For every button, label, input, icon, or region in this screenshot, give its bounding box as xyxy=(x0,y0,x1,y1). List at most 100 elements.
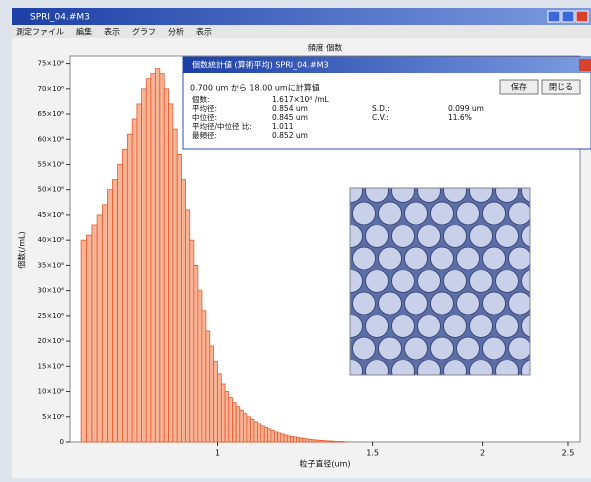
stat-value: 0.854 um xyxy=(272,104,308,113)
bar xyxy=(127,134,132,442)
y-tick-label: 40×10⁶ xyxy=(38,236,65,244)
y-tick-label: 15×10⁶ xyxy=(38,362,65,370)
bar xyxy=(146,79,151,442)
chart-title: 頻度 個数 xyxy=(308,43,343,53)
stat-label: 個数: xyxy=(192,94,210,104)
bar xyxy=(198,291,202,442)
button-label[interactable]: 閉じる xyxy=(549,83,573,92)
bar xyxy=(210,346,214,442)
bar xyxy=(303,438,306,442)
bar xyxy=(268,429,271,442)
bar xyxy=(92,225,97,442)
title-bar xyxy=(12,8,591,25)
bar xyxy=(173,129,177,442)
y-tick-label: 70×10⁶ xyxy=(38,85,65,93)
menu-item[interactable]: 編集 xyxy=(76,27,92,37)
stat-value: 0.852 um xyxy=(272,131,308,140)
stat-label: C.V.: xyxy=(372,113,389,122)
x-tick-label: 1.5 xyxy=(366,449,379,458)
bar xyxy=(118,164,123,442)
menu-item[interactable]: グラフ xyxy=(132,27,156,37)
bar xyxy=(329,441,332,442)
bar xyxy=(169,104,173,442)
bar xyxy=(164,89,168,442)
bar xyxy=(97,215,102,442)
y-tick-label: 0 xyxy=(60,438,64,446)
x-tick-label: 2.5 xyxy=(562,449,575,458)
y-tick-label: 60×10⁶ xyxy=(38,135,65,143)
stat-value: 1.011 xyxy=(272,122,294,131)
bar xyxy=(81,240,86,442)
x-axis-label: 粒子直径(um) xyxy=(299,459,350,469)
y-tick-label: 50×10⁶ xyxy=(38,186,65,194)
bar xyxy=(214,361,218,442)
bar xyxy=(271,430,274,442)
minimize[interactable] xyxy=(548,11,560,22)
bar xyxy=(321,440,324,442)
bar xyxy=(338,441,341,442)
y-tick-label: 30×10⁶ xyxy=(38,287,65,295)
bar xyxy=(315,440,318,442)
bar xyxy=(281,434,284,442)
y-tick-label: 20×10⁶ xyxy=(38,337,65,345)
bar xyxy=(151,74,156,442)
bar xyxy=(254,422,257,442)
range-text: 0.700 um から 18.00 umに計算値 xyxy=(190,83,320,93)
bar xyxy=(233,403,237,442)
y-tick-label: 65×10⁶ xyxy=(38,110,65,118)
bar xyxy=(113,180,118,442)
dialog-title: 個数統計値 (算術平均) SPRI_04.#M3 xyxy=(192,60,329,70)
bar xyxy=(261,426,264,442)
close[interactable] xyxy=(576,11,588,22)
menu-item[interactable]: 表示 xyxy=(104,27,120,37)
bar xyxy=(181,180,185,442)
stat-value: 11.6% xyxy=(448,113,472,122)
stat-value: 1.617×10⁸ /mL xyxy=(272,95,330,104)
micrograph xyxy=(350,188,530,375)
bar xyxy=(297,437,300,442)
maximize[interactable] xyxy=(562,11,574,22)
stat-label: 最頻径: xyxy=(192,130,217,140)
bar xyxy=(177,154,181,442)
bar xyxy=(335,441,338,442)
bar xyxy=(225,392,229,442)
bar xyxy=(294,437,297,442)
dialog-close[interactable] xyxy=(579,59,591,71)
menu-item[interactable]: 測定ファイル xyxy=(16,27,64,37)
button-label[interactable]: 保存 xyxy=(511,82,527,92)
stat-label: 平均径/中位径 比: xyxy=(192,121,252,131)
bar xyxy=(229,398,233,442)
screen: SPRI_04.#M3 測定ファイル 編集 表示 グラフ 分析 表示 頻度 個数粒子直径(… xyxy=(0,0,591,478)
bar xyxy=(300,438,303,442)
bar xyxy=(190,240,194,442)
bar xyxy=(218,374,222,442)
bar xyxy=(155,69,159,442)
bar xyxy=(327,441,330,442)
menu-bar xyxy=(12,25,591,38)
bar xyxy=(107,190,112,442)
stat-value: 0.845 um xyxy=(272,113,308,122)
bar xyxy=(250,419,253,442)
y-tick-label: 10×10⁶ xyxy=(38,388,65,396)
bar xyxy=(278,433,281,442)
stat-label: 中位径: xyxy=(192,112,217,122)
y-tick-label: 45×10⁶ xyxy=(38,211,65,219)
bar xyxy=(284,435,287,442)
bar xyxy=(186,210,190,442)
stat-value: 0.099 um xyxy=(448,104,484,113)
window-title: SPRI_04.#M3 xyxy=(30,13,90,23)
bar xyxy=(160,74,164,442)
menu-item[interactable]: 表示 xyxy=(196,27,212,37)
bar xyxy=(341,441,344,442)
stat-label: 平均径: xyxy=(192,103,217,113)
bar xyxy=(122,149,127,442)
y-axis-label: 個数(/mL) xyxy=(17,231,27,268)
bar xyxy=(137,104,142,442)
x-tick-label: 1 xyxy=(215,449,220,458)
bar xyxy=(306,439,309,442)
bar xyxy=(309,439,312,442)
bar xyxy=(102,205,107,442)
menu-item[interactable]: 分析 xyxy=(168,27,184,37)
y-tick-label: 75×10⁶ xyxy=(38,60,65,68)
bar xyxy=(236,407,240,442)
